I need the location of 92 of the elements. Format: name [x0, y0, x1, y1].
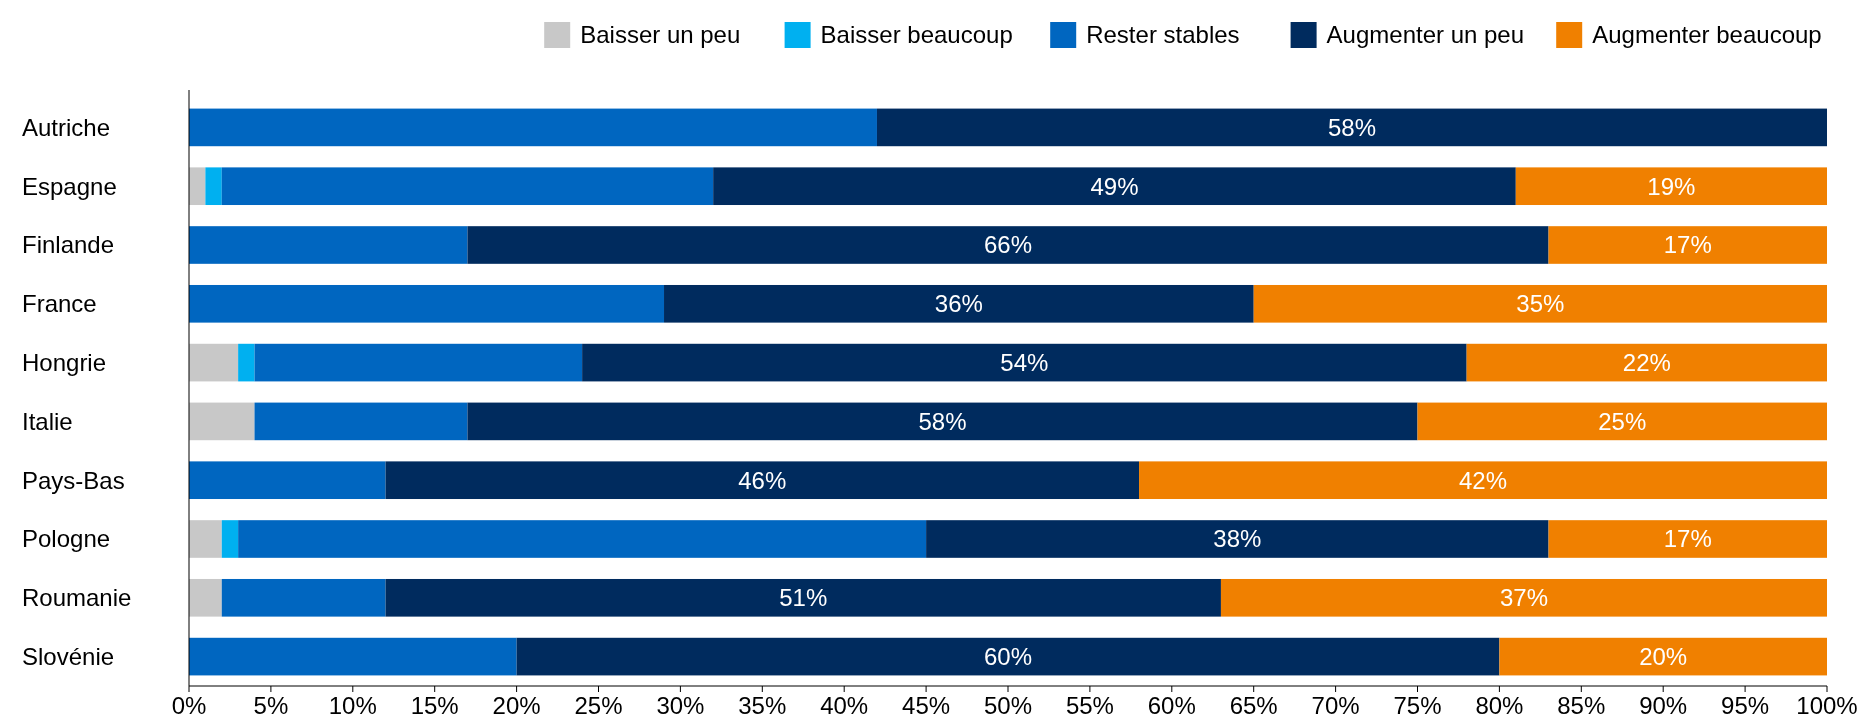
data-label: 54% — [1000, 349, 1049, 376]
x-tick-label: 35% — [738, 692, 787, 719]
bar — [1220, 578, 1827, 617]
bar — [1253, 284, 1827, 323]
y-tick-label: Italie — [22, 407, 73, 435]
bar — [467, 226, 1549, 264]
y-tick-label: Autriche — [22, 113, 111, 141]
bar — [876, 108, 1827, 147]
bar — [189, 637, 517, 676]
x-tick-label: 45% — [902, 692, 951, 719]
x-tick-label: 65% — [1229, 692, 1278, 719]
bar — [238, 520, 927, 558]
bar — [189, 167, 206, 206]
x-tick-label: 40% — [820, 692, 869, 719]
x-tick-label: 85% — [1557, 692, 1606, 719]
x-tick-label: 55% — [1065, 692, 1114, 719]
x-tick-label: 75% — [1393, 692, 1442, 719]
bar — [516, 637, 1500, 676]
x-tick-label: 90% — [1639, 692, 1688, 719]
data-label: 66% — [983, 231, 1033, 259]
data-label: 22% — [1622, 349, 1671, 376]
y-tick-label: Pays-Bas — [22, 466, 125, 494]
data-label: 17% — [1663, 231, 1712, 259]
x-tick-label: 100% — [1796, 692, 1858, 719]
data-label: 20% — [1639, 643, 1688, 670]
legend-label: Rester stables — [1086, 21, 1240, 49]
bar — [1139, 461, 1827, 500]
x-tick-label: 95% — [1721, 692, 1770, 719]
bar — [189, 461, 386, 500]
y-tick-label: Hongrie — [22, 349, 107, 376]
x-tick-label: 70% — [1311, 692, 1360, 719]
x-tick-label: 80% — [1475, 692, 1524, 719]
bar — [1417, 402, 1827, 441]
bar — [385, 461, 1140, 500]
bar — [1499, 637, 1827, 676]
data-label: 58% — [1327, 113, 1376, 141]
data-label: 36% — [934, 290, 983, 318]
bar — [713, 167, 1516, 206]
bar — [926, 520, 1549, 558]
bar — [205, 167, 222, 206]
bar — [1548, 226, 1827, 264]
bar — [1515, 167, 1827, 206]
y-tick-label: France — [22, 290, 97, 318]
bar — [189, 578, 222, 617]
bar — [221, 167, 714, 206]
data-label: 17% — [1663, 525, 1712, 553]
bar — [189, 343, 239, 382]
y-tick-label: Espagne — [22, 172, 117, 200]
x-tick-label: 25% — [574, 692, 623, 719]
data-label: 42% — [1459, 466, 1508, 494]
data-label: 38% — [1213, 525, 1262, 553]
bar — [1466, 343, 1827, 382]
bar — [189, 520, 222, 558]
legend-label: Baisser beaucoup — [820, 21, 1013, 49]
x-tick-label: 0% — [171, 692, 207, 719]
y-tick-label: Slovénie — [22, 643, 115, 670]
y-tick-label: Roumanie — [22, 584, 132, 612]
bar — [189, 284, 665, 323]
data-label: 25% — [1598, 407, 1647, 435]
bar — [664, 284, 1254, 323]
y-tick-label: Finlande — [22, 231, 115, 259]
data-label: 46% — [738, 466, 787, 494]
x-tick-label: 60% — [1147, 692, 1196, 719]
bar — [582, 343, 1467, 382]
bar — [221, 578, 386, 617]
data-label: 37% — [1499, 584, 1548, 612]
x-tick-label: 15% — [410, 692, 459, 719]
x-tick-label: 20% — [492, 692, 541, 719]
data-label: 49% — [1090, 172, 1139, 200]
x-tick-label: 30% — [656, 692, 705, 719]
legend-label: Augmenter beaucoup — [1592, 21, 1822, 49]
bar — [254, 343, 583, 382]
x-tick-label: 10% — [328, 692, 377, 719]
bar — [238, 343, 255, 382]
x-tick-label: 5% — [253, 692, 289, 719]
data-label: 58% — [918, 407, 967, 435]
data-label: 19% — [1647, 172, 1696, 200]
data-label: 35% — [1516, 290, 1565, 318]
bar — [1548, 520, 1827, 558]
y-tick-label: Pologne — [22, 525, 111, 553]
bar — [189, 108, 877, 147]
x-tick-label: 50% — [983, 692, 1033, 719]
legend-label: Baisser un peu — [580, 21, 741, 49]
bar — [189, 402, 255, 441]
legend-label: Augmenter un peu — [1326, 21, 1525, 49]
bar — [189, 226, 468, 264]
data-label: 60% — [983, 643, 1033, 670]
data-label: 51% — [779, 584, 828, 612]
bar — [254, 402, 468, 441]
bar — [221, 520, 239, 558]
bar — [467, 402, 1418, 441]
bar — [385, 578, 1221, 617]
